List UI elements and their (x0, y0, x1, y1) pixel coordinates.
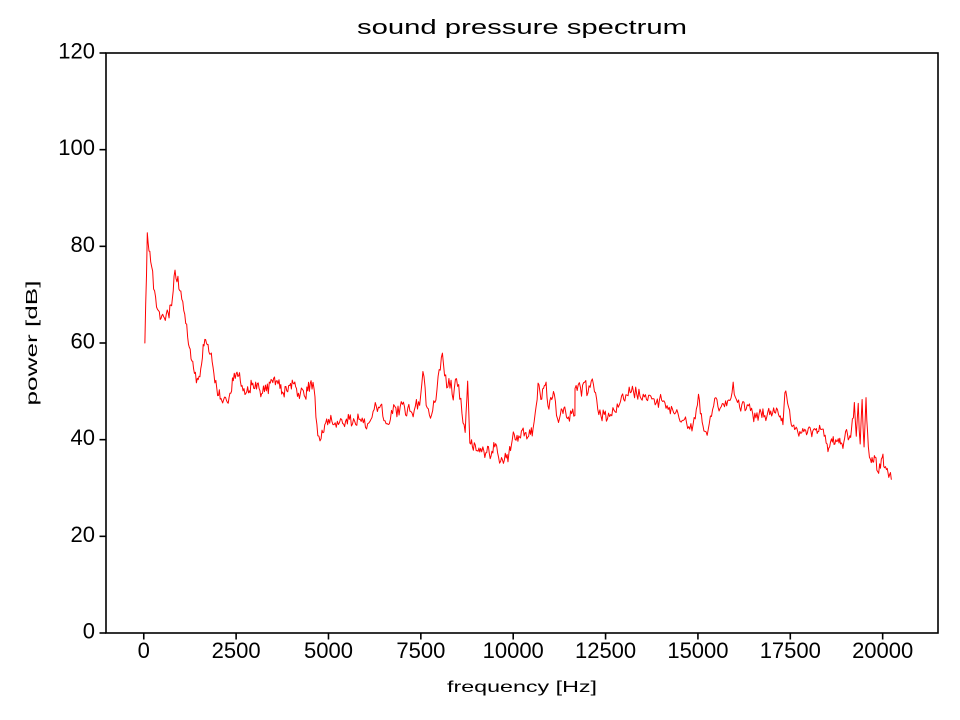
svg-text:2500: 2500 (212, 638, 261, 663)
svg-text:power [dB]: power [dB] (24, 281, 41, 406)
svg-text:5000: 5000 (304, 638, 353, 663)
svg-text:sound pressure spectrum: sound pressure spectrum (357, 17, 687, 39)
svg-text:80: 80 (71, 232, 95, 257)
svg-text:7500: 7500 (396, 638, 445, 663)
svg-text:20000: 20000 (852, 638, 913, 663)
svg-text:100: 100 (58, 135, 95, 160)
svg-text:0: 0 (83, 619, 95, 644)
svg-text:20: 20 (71, 522, 95, 547)
svg-text:12500: 12500 (575, 638, 636, 663)
svg-text:60: 60 (71, 329, 95, 354)
svg-text:40: 40 (71, 425, 95, 450)
svg-text:0: 0 (138, 638, 150, 663)
svg-text:15000: 15000 (667, 638, 728, 663)
svg-text:frequency [Hz]: frequency [Hz] (447, 679, 597, 696)
svg-text:17500: 17500 (760, 638, 821, 663)
svg-text:10000: 10000 (483, 638, 544, 663)
svg-text:120: 120 (58, 39, 95, 64)
